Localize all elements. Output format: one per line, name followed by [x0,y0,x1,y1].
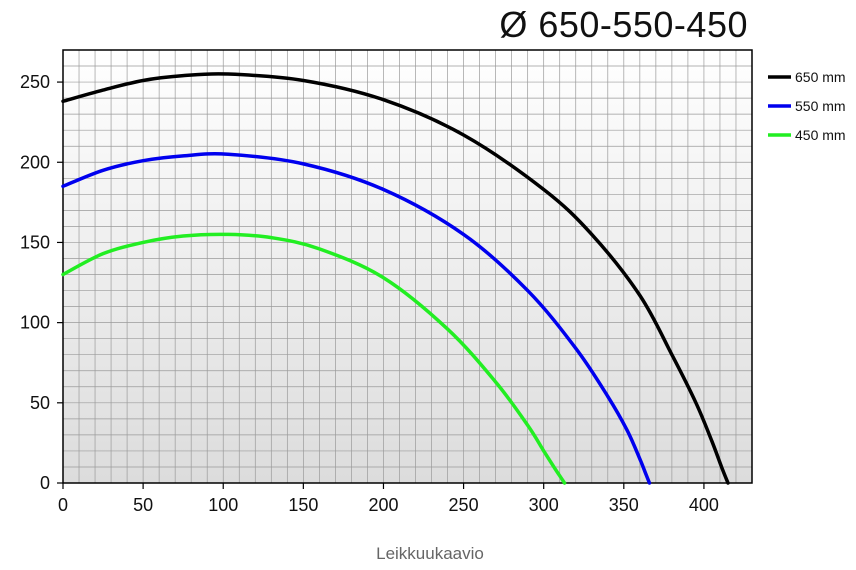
series-line-1 [61,152,652,485]
y-tick-label: 50 [30,393,50,413]
y-tick-label: 250 [20,72,50,92]
x-tick-label: 50 [133,495,153,515]
x-tick-label: 400 [689,495,719,515]
series-line-0 [61,72,730,485]
x-tick-label: 150 [288,495,318,515]
series-line-2 [61,232,567,485]
x-tick-label: 350 [609,495,639,515]
chart-title: Ø 650-550-450 [499,4,748,45]
x-tick-label: 300 [529,495,559,515]
axis-ticks: 0 50 100 150 200 250 300 350 400 0 50 100 150 200 250 [20,72,719,515]
chart-caption: Leikkuukaavio [376,544,484,563]
legend: 650 mm 550 mm 450 mm [768,69,846,143]
x-tick-label: 0 [58,495,68,515]
x-tick-label: 250 [449,495,479,515]
x-tick-label: 100 [208,495,238,515]
legend-label-2: 450 mm [795,127,846,143]
chart-canvas: 0 50 100 150 200 250 300 350 400050100150200250 … [20,49,846,515]
legend-label-0: 650 mm [795,69,846,85]
y-tick-label: 0 [40,473,50,493]
plot-border [62,49,753,484]
plot-area [63,50,752,483]
y-tick-label: 200 [20,152,50,172]
y-tick-label: 150 [20,232,50,252]
series-group [61,72,730,485]
y-tick-label: 100 [20,313,50,333]
x-tick-label: 200 [368,495,398,515]
legend-label-1: 550 mm [795,98,846,114]
